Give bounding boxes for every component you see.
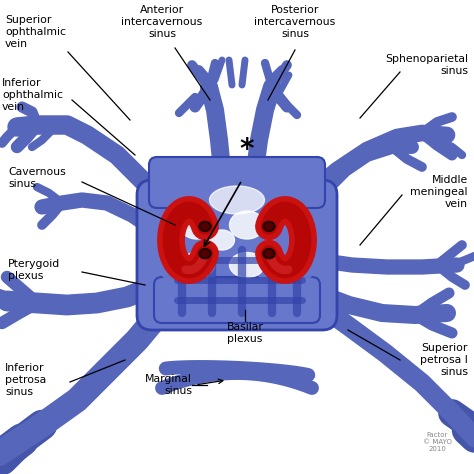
Text: *: * bbox=[240, 136, 254, 164]
Ellipse shape bbox=[265, 251, 273, 256]
Text: Pterygoid
plexus: Pterygoid plexus bbox=[8, 259, 60, 281]
Ellipse shape bbox=[180, 211, 215, 239]
FancyBboxPatch shape bbox=[149, 157, 325, 208]
Ellipse shape bbox=[263, 221, 275, 231]
Text: Superior
petrosa l
sinus: Superior petrosa l sinus bbox=[420, 343, 468, 377]
Text: Anterior
intercavernous
sinus: Anterior intercavernous sinus bbox=[121, 5, 202, 38]
FancyBboxPatch shape bbox=[154, 277, 320, 323]
Ellipse shape bbox=[180, 253, 215, 277]
Text: Middle
meningeal
vein: Middle meningeal vein bbox=[410, 175, 468, 209]
Ellipse shape bbox=[199, 249, 211, 259]
Ellipse shape bbox=[199, 221, 211, 231]
Text: Factor
© MAYO
2010: Factor © MAYO 2010 bbox=[423, 432, 452, 452]
Ellipse shape bbox=[263, 249, 275, 259]
Ellipse shape bbox=[229, 211, 264, 239]
Ellipse shape bbox=[194, 172, 280, 214]
Text: Basilar
plexus: Basilar plexus bbox=[227, 322, 264, 344]
Ellipse shape bbox=[210, 186, 264, 214]
Text: Inferior
petrosa
sinus: Inferior petrosa sinus bbox=[5, 364, 46, 397]
Text: Sphenoparietal
sinus: Sphenoparietal sinus bbox=[385, 54, 468, 76]
FancyBboxPatch shape bbox=[137, 180, 337, 330]
Ellipse shape bbox=[229, 253, 264, 277]
Text: Cavernous
sinus: Cavernous sinus bbox=[8, 167, 66, 189]
Ellipse shape bbox=[153, 200, 225, 290]
Ellipse shape bbox=[249, 200, 321, 290]
Ellipse shape bbox=[201, 251, 209, 256]
Text: Posterior
intercavernous
sinus: Posterior intercavernous sinus bbox=[255, 5, 336, 38]
Ellipse shape bbox=[265, 223, 273, 229]
Ellipse shape bbox=[201, 223, 209, 229]
Text: Marginal
sinus: Marginal sinus bbox=[145, 374, 192, 396]
Text: Inferior
ophthalmic
vein: Inferior ophthalmic vein bbox=[2, 78, 63, 111]
Ellipse shape bbox=[210, 230, 235, 250]
Text: Superior
ophthalmic
vein: Superior ophthalmic vein bbox=[5, 15, 66, 49]
